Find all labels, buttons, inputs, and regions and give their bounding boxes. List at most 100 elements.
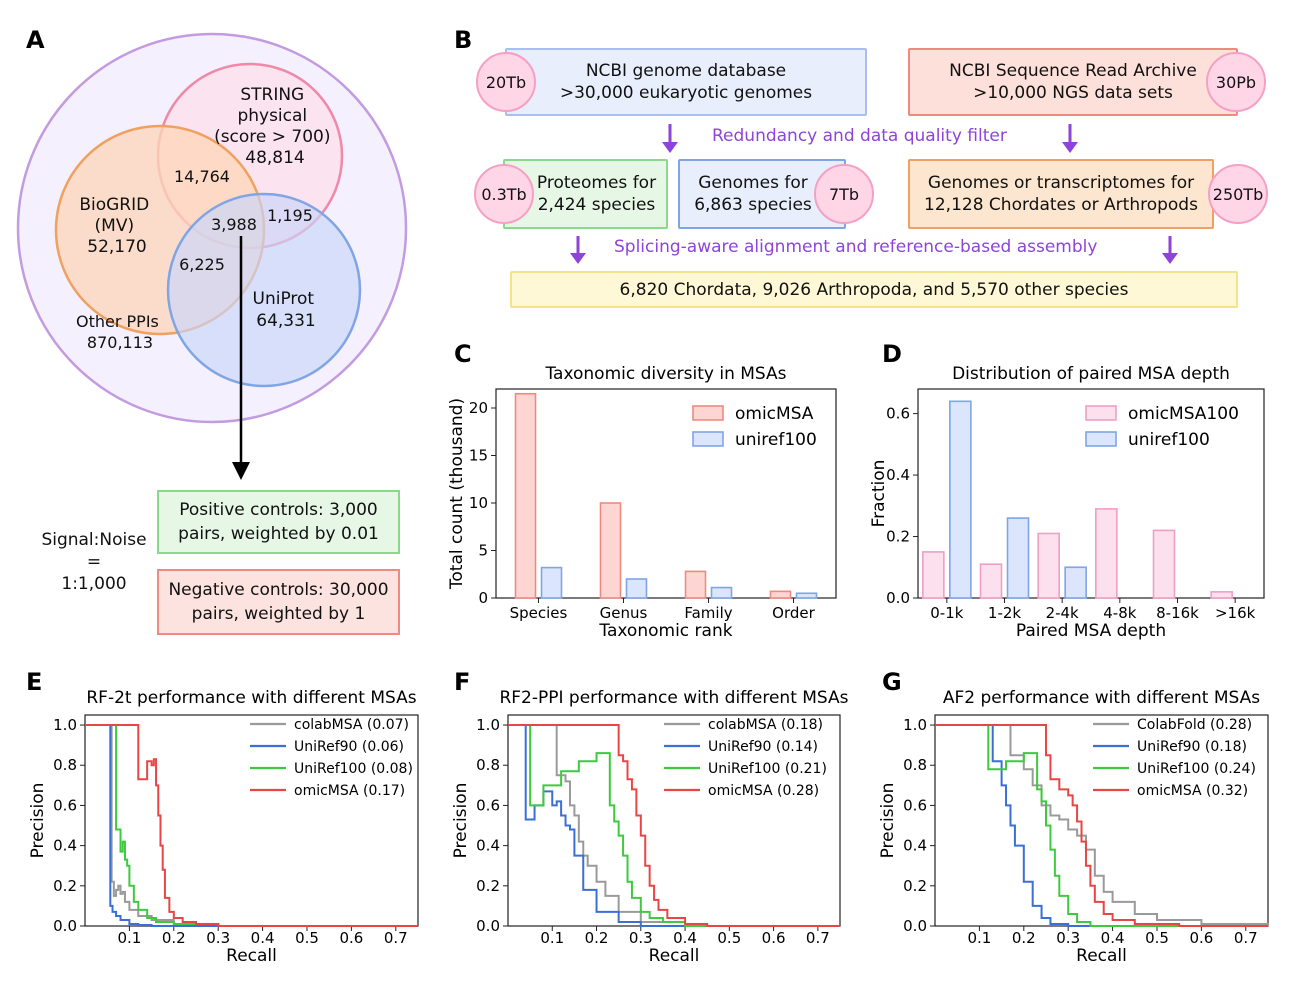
x-tick-label: Species (510, 604, 568, 622)
overlap-all-three: 3,988 (211, 215, 257, 234)
proteomes-size: 0.3Tb (474, 164, 534, 224)
bar-uniref100-Species (540, 566, 563, 599)
legend-label: UniRef100 (0.21) (708, 761, 827, 777)
venn-arrow (232, 236, 250, 480)
chart-F: RF2-PPI performance with different MSAs 0… (451, 688, 849, 966)
filter-step-label: Redundancy and data quality filter (712, 126, 1007, 146)
y-tick-label: 0.6 (53, 796, 77, 814)
bar-omicMSA100-1-2k (979, 563, 1003, 599)
x-tick-label: 0.3 (1056, 929, 1080, 947)
x-tick-label: 0.3 (206, 929, 230, 947)
x-axis-label: Recall (649, 946, 700, 966)
pr-curve-blue (85, 724, 418, 927)
y-tick-label: 0.2 (476, 877, 500, 895)
x-tick-label: 0.2 (162, 929, 186, 947)
pr-curve-green (508, 724, 840, 927)
chart-title: RF2-PPI performance with different MSAs (499, 688, 848, 708)
genomes-size: 7Tb (814, 164, 874, 224)
x-tick-label: 0.4 (673, 929, 697, 947)
legend-label: uniref100 (735, 430, 817, 450)
x-tick-label: 0.7 (806, 929, 830, 947)
y-axis-label: Precision (28, 783, 48, 859)
transcriptomes-box: Genomes or transcriptomes for 12,128 Cho… (908, 159, 1214, 229)
y-tick-label: 0.2 (53, 877, 77, 895)
ncbi-genome-box: NCBI genome database >30,000 eukaryotic … (505, 48, 867, 116)
sra-size: 30Pb (1206, 52, 1266, 112)
x-tick-label: 2-4k (1046, 604, 1079, 622)
panel-c-label: C (454, 340, 472, 368)
x-tick-label: 0.3 (629, 929, 653, 947)
panel-g-label: G (882, 668, 902, 696)
venn-string-label: STRING physical (score > 700) 48,814 (214, 85, 336, 168)
y-tick-label: 0.8 (903, 756, 927, 774)
legend-label: colabMSA (0.18) (708, 717, 823, 733)
x-tick-label: 0.4 (251, 929, 275, 947)
ncbi-genome-size: 20Tb (476, 52, 536, 112)
legend-label: omicMSA100 (1128, 404, 1239, 424)
assembly-step-label: Splicing-aware alignment and reference-b… (614, 237, 1098, 257)
legend-swatch (1085, 431, 1117, 447)
bar-uniref100-Genus (625, 578, 648, 599)
chart-C: Taxonomic diversity in MSAs 0 5 10 15 20 Speci… (447, 364, 837, 641)
legend-label: omicMSA (0.32) (1137, 783, 1248, 799)
x-tick-label: 0.6 (339, 929, 363, 947)
y-axis-label: Fraction (869, 460, 889, 528)
legend-label: uniref100 (1128, 430, 1210, 450)
legend-label: UniRef100 (0.08) (294, 761, 413, 777)
bar-omicMSA100->16k (1210, 591, 1233, 599)
plot-frame (495, 388, 837, 599)
legend-label: UniRef90 (0.06) (294, 739, 404, 755)
y-tick-label: 10 (469, 494, 488, 512)
y-tick-label: 0.6 (903, 796, 927, 814)
pr-curve-gray (935, 724, 1269, 926)
pr-curve-red (935, 724, 1268, 927)
y-axis-label: Total count (thousand) (447, 398, 467, 590)
legend-swatch (692, 405, 724, 421)
bar-uniref100-Order (795, 592, 818, 599)
pr-curve-gray (508, 724, 840, 927)
signal-noise-label: Signal:Noise = 1:1,000 (41, 530, 147, 594)
y-tick-label: 1.0 (476, 716, 500, 734)
x-tick-label: 0.5 (717, 929, 741, 947)
venn-uniprot-label: UniProt 64,331 (253, 289, 320, 331)
y-tick-label: 0.4 (903, 837, 927, 855)
bar-uniref100-1-2k (1006, 517, 1030, 599)
venn-biogrid-label: BioGRID (MV) 52,170 (79, 195, 154, 257)
overlap-biogrid-uniprot: 6,225 (179, 255, 225, 274)
bar-uniref100-0-1k (949, 400, 972, 599)
x-tick-label: 4-8k (1103, 604, 1136, 622)
x-tick-label: 0.7 (384, 929, 408, 947)
pr-curve-green (935, 724, 1268, 927)
y-tick-label: 1.0 (903, 716, 927, 734)
x-tick-label: 0-1k (930, 604, 963, 622)
y-tick-label: 0 (478, 589, 488, 607)
bar-omicMSA-Order (769, 590, 792, 599)
chart-title: Distribution of paired MSA depth (952, 364, 1230, 384)
result-box: 6,820 Chordata, 9,026 Arthropoda, and 5,… (510, 271, 1238, 308)
pr-curve-blue (508, 724, 840, 927)
y-tick-label: 0.6 (886, 405, 910, 423)
bar-omicMSA100-2-4k (1037, 532, 1060, 599)
x-axis-label: Paired MSA depth (1016, 621, 1166, 641)
y-tick-label: 0.0 (53, 917, 77, 935)
y-tick-label: 0.2 (886, 528, 910, 546)
pr-curve-green (85, 724, 418, 927)
y-axis-label: Precision (451, 783, 471, 859)
y-tick-label: 0.4 (476, 837, 500, 855)
x-tick-label: >16k (1215, 604, 1256, 622)
pr-curve-red (85, 724, 418, 927)
chart-E: RF-2t performance with different MSAs 0.0… (28, 688, 419, 966)
venn-other-label: Other PPIs 870,113 (76, 312, 164, 352)
y-tick-label: 20 (469, 399, 488, 417)
bar-omicMSA100-8-16k (1152, 529, 1176, 599)
transcriptomes-size: 250Tb (1208, 164, 1268, 224)
chart-D: Distribution of paired MSA depth 0.0 0.2 0.… (869, 364, 1265, 641)
sra-box: NCBI Sequence Read Archive >10,000 NGS d… (908, 48, 1238, 116)
pr-curve-red (508, 724, 840, 927)
y-tick-label: 15 (469, 447, 488, 465)
x-tick-label: 0.1 (967, 929, 991, 947)
y-tick-label: 0.0 (903, 917, 927, 935)
y-axis-label: Precision (878, 783, 898, 859)
legend-label: UniRef90 (0.18) (1137, 739, 1247, 755)
x-tick-label: 8-16k (1156, 604, 1199, 622)
